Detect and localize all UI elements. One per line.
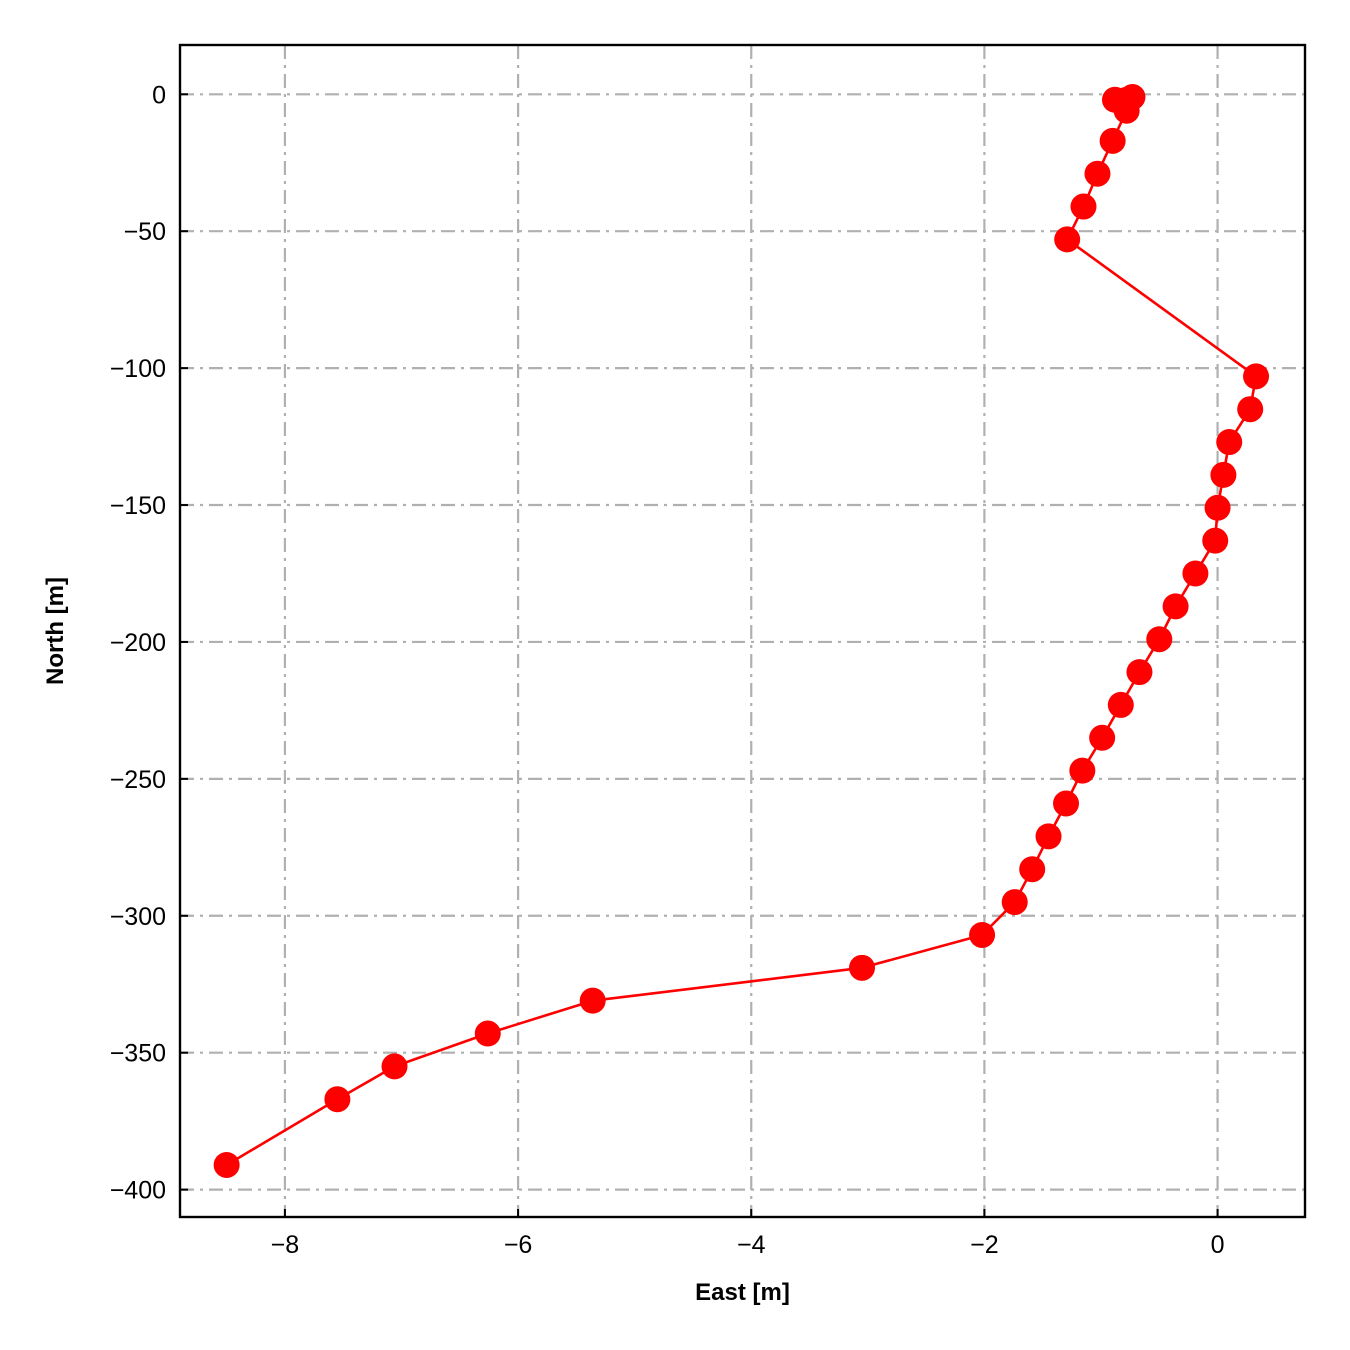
series [213, 84, 1270, 1178]
y-tick-label: −200 [110, 629, 166, 657]
data-point [1019, 856, 1046, 883]
y-tick-label: −300 [110, 903, 166, 931]
x-tick-label: −2 [970, 1231, 999, 1259]
y-tick-label: −100 [110, 355, 166, 383]
data-point [848, 954, 875, 981]
x-tick-label: −4 [737, 1231, 766, 1259]
y-tick-label: −350 [110, 1040, 166, 1068]
data-point [324, 1086, 351, 1113]
data-point [1053, 790, 1080, 817]
data-point [1070, 193, 1097, 220]
y-axis-label: North [m] [42, 577, 69, 685]
data-point [1243, 363, 1270, 390]
tick-labels: −8 −6 −4 −2 00−50−100−150−200−250−300−350−40… [110, 81, 1225, 1259]
data-point [1210, 461, 1237, 488]
data-point [1162, 593, 1189, 620]
data-point [474, 1020, 501, 1047]
data-point [1126, 659, 1153, 686]
y-tick-label: 0 [152, 81, 166, 109]
y-tick-label: −250 [110, 766, 166, 794]
data-point [1089, 724, 1116, 751]
data-point [381, 1053, 408, 1080]
data-point [1237, 396, 1264, 423]
data-point [1107, 691, 1134, 718]
y-tick-label: −150 [110, 492, 166, 520]
x-tick-label: 0 [1211, 1231, 1225, 1259]
x-tick-label: −8 [271, 1231, 300, 1259]
data-point [1202, 527, 1229, 554]
ticks [180, 93, 1219, 1217]
x-axis-label: East [m] [695, 1279, 790, 1306]
x-tick-label: −6 [504, 1231, 533, 1259]
data-point [1084, 160, 1111, 187]
y-tick-label: −400 [110, 1177, 166, 1205]
data-point [579, 987, 606, 1014]
data-point [1204, 494, 1231, 521]
data-point [1001, 889, 1028, 916]
y-tick-label: −50 [124, 218, 166, 246]
data-point [1035, 823, 1062, 850]
data-point [1113, 97, 1140, 124]
grid [180, 45, 1305, 1217]
data-point [969, 921, 996, 948]
data-point [1182, 560, 1209, 587]
data-point [1069, 757, 1096, 784]
data-point [1099, 127, 1126, 154]
plot-frame [178, 43, 1307, 1219]
series-line [225, 95, 1258, 1167]
data-point [1216, 429, 1243, 456]
data-point [1054, 226, 1081, 253]
data-point [1146, 626, 1173, 653]
data-point [213, 1151, 240, 1178]
